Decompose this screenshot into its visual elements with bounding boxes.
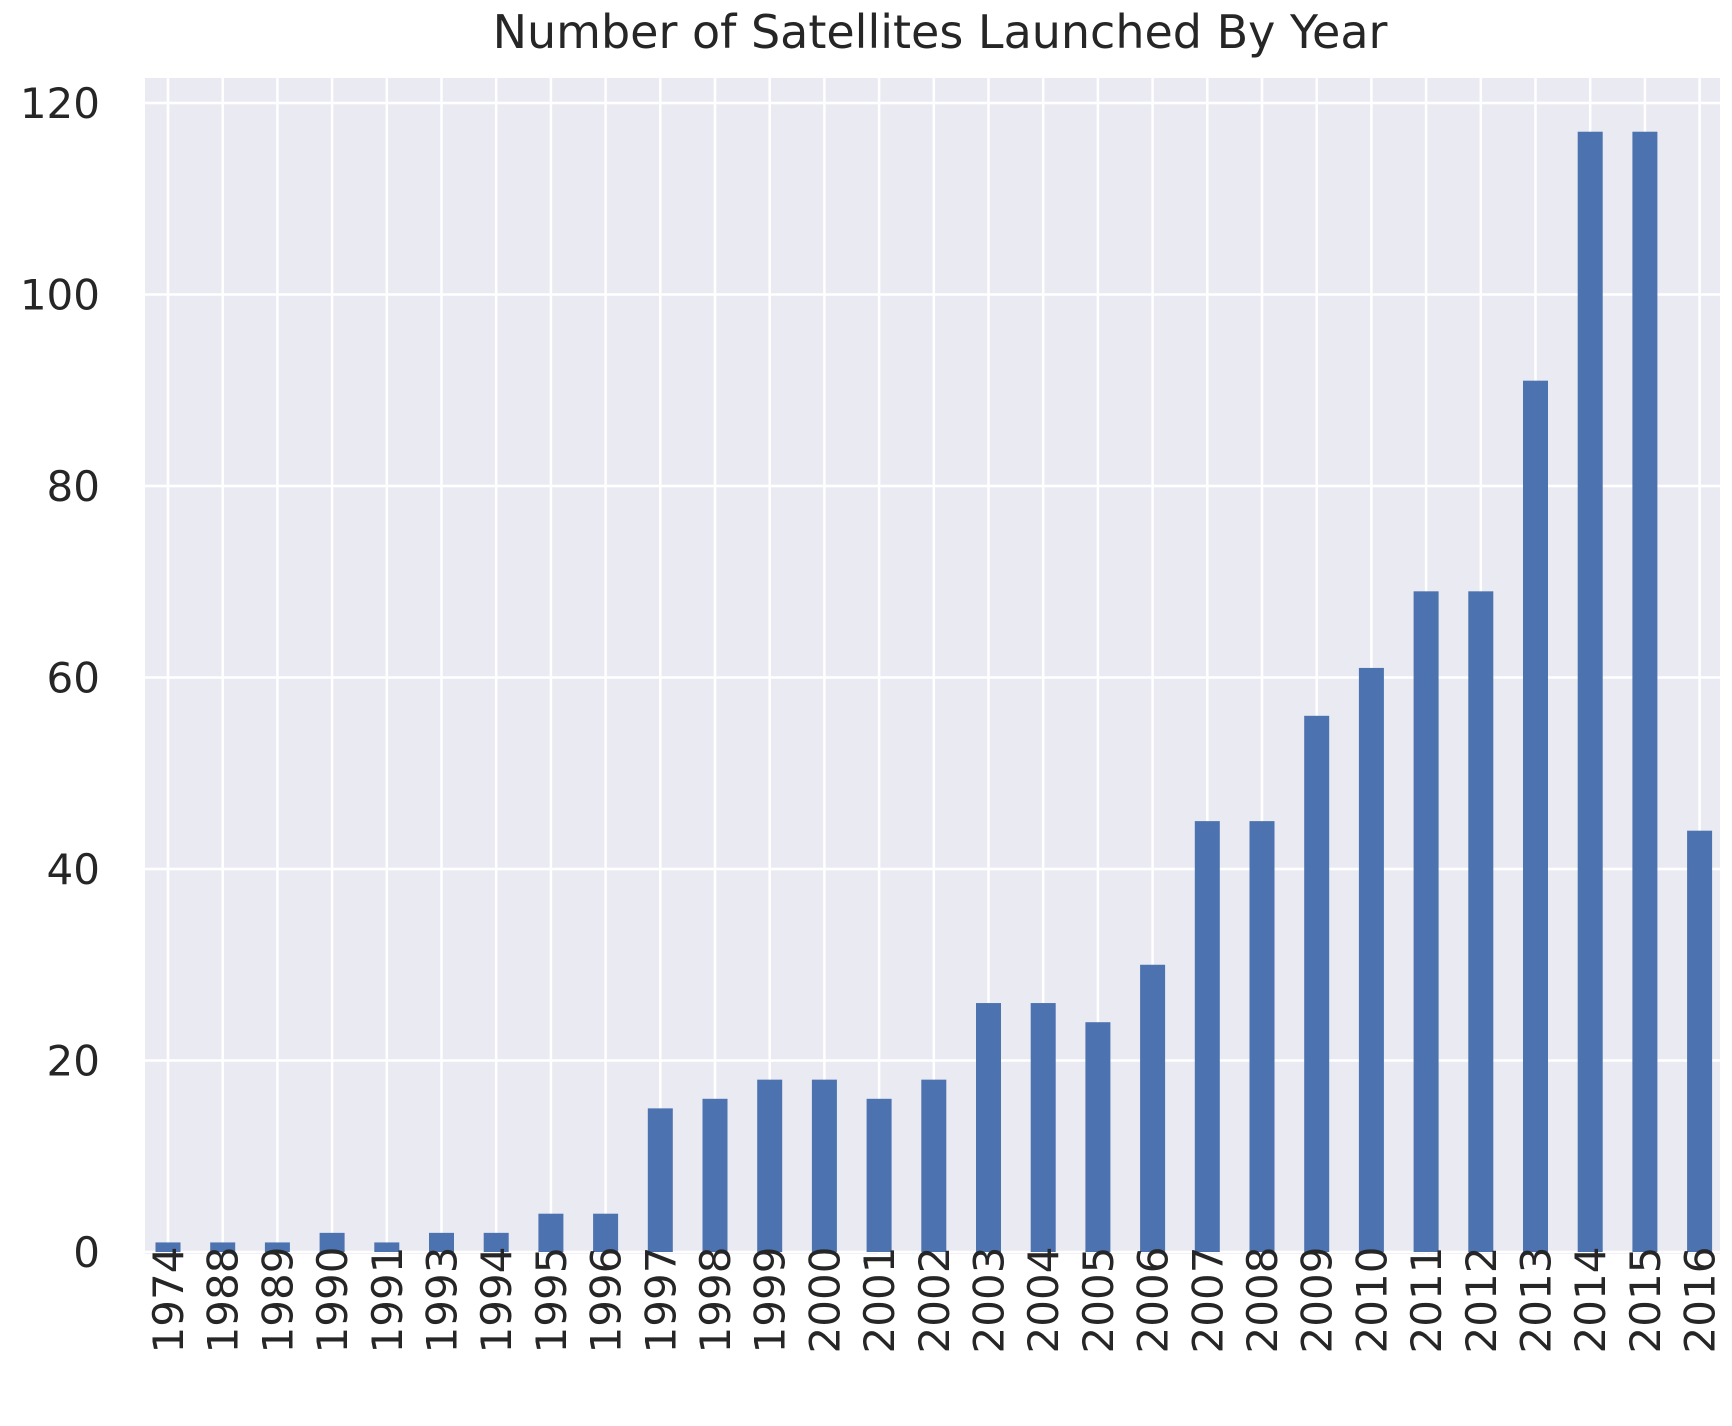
x-tick-label: 1988 (199, 1247, 248, 1354)
x-tick-label: 2008 (1238, 1247, 1287, 1354)
x-tick-label: 2016 (1676, 1247, 1725, 1354)
bar-1989 (264, 1242, 290, 1252)
y-tick-label: 80 (47, 462, 100, 511)
bar-2001 (866, 1098, 892, 1252)
bar-1997 (647, 1108, 673, 1252)
bar-1974 (155, 1242, 181, 1252)
x-tick-label: 2015 (1621, 1247, 1670, 1354)
x-tick-label: 2010 (1347, 1247, 1396, 1354)
x-tick-label: 2012 (1457, 1247, 1506, 1354)
x-tick-label: 2014 (1566, 1247, 1615, 1354)
bar-2007 (1194, 821, 1220, 1252)
bar-2005 (1085, 1022, 1111, 1252)
x-tick-label: 1994 (472, 1247, 521, 1354)
bar-2000 (811, 1079, 837, 1252)
x-tick-label: 2006 (1129, 1247, 1178, 1354)
x-tick-label: 1989 (253, 1247, 302, 1354)
chart-title: Number of Satellites Launched By Year (493, 5, 1388, 59)
x-tick-label: 2003 (965, 1247, 1014, 1354)
x-tick-label: 2011 (1402, 1247, 1451, 1354)
x-tick-label: 1998 (691, 1247, 740, 1354)
y-axis-tick-labels: 0 20 40 60 80 100 120 (20, 79, 100, 1277)
x-tick-label: 2007 (1183, 1247, 1232, 1354)
x-tick-label: 2002 (910, 1247, 959, 1354)
x-tick-label: 1997 (636, 1247, 685, 1354)
bar-2016 (1687, 830, 1713, 1252)
y-tick-label: 0 (73, 1228, 100, 1277)
x-tick-label: 2013 (1512, 1247, 1561, 1354)
bar-2013 (1523, 380, 1548, 1252)
bar-2010 (1358, 667, 1384, 1252)
bar-2011 (1413, 591, 1439, 1252)
y-tick-label: 20 (47, 1037, 100, 1086)
x-tick-label: 1995 (527, 1247, 576, 1354)
bar-1999 (757, 1079, 783, 1252)
x-tick-label: 1993 (418, 1247, 467, 1354)
bar-2008 (1249, 821, 1275, 1252)
x-tick-label: 1974 (144, 1247, 193, 1354)
bar-1995 (538, 1213, 564, 1252)
y-tick-label: 120 (20, 79, 100, 128)
x-tick-label: 1991 (363, 1247, 412, 1354)
bar-1996 (593, 1213, 619, 1252)
x-tick-label: 2004 (1019, 1247, 1068, 1354)
bar-1988 (210, 1242, 236, 1252)
x-tick-label: 1999 (746, 1247, 795, 1354)
bar-2004 (1030, 1003, 1056, 1252)
bar-2015 (1632, 131, 1658, 1253)
plot-area (145, 78, 1720, 1254)
y-tick-label: 60 (47, 654, 100, 703)
bar-2006 (1140, 964, 1166, 1252)
bar-2014 (1577, 131, 1603, 1253)
y-tick-label: 100 (20, 271, 100, 320)
bar-2002 (921, 1079, 947, 1252)
x-tick-label: 1990 (308, 1247, 357, 1354)
bars (155, 131, 1713, 1253)
x-tick-label: 1996 (582, 1247, 631, 1354)
bar-2009 (1304, 715, 1330, 1252)
x-axis-tick-labels: 1974 1988 1989 1990 1991 1993 1994 1995 1996 1997… (144, 1247, 1725, 1354)
x-tick-label: 2005 (1074, 1247, 1123, 1354)
x-tick-label: 2009 (1293, 1247, 1342, 1354)
bar-1990 (319, 1232, 345, 1252)
bar-1998 (702, 1098, 728, 1252)
bar-1991 (374, 1242, 400, 1252)
bar-1993 (429, 1232, 454, 1252)
y-tick-label: 40 (47, 845, 100, 894)
x-tick-label: 2001 (855, 1247, 904, 1354)
x-tick-label: 2000 (800, 1247, 849, 1354)
bar-1994 (483, 1232, 509, 1252)
bar-2012 (1468, 591, 1494, 1252)
bar-2003 (976, 1003, 1001, 1252)
